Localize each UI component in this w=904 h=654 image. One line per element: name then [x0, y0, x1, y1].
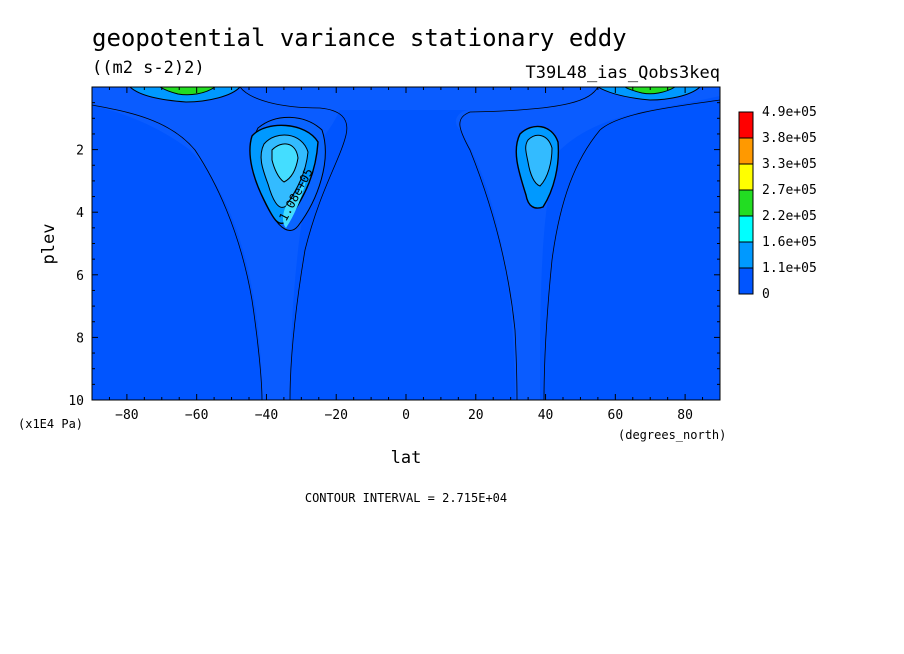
thin-contour-nh-2: [543, 99, 721, 401]
y-axis: 2 4 6 8 10: [68, 102, 720, 409]
y-tick-label: 6: [76, 269, 84, 284]
chart-title: geopotential variance stationary eddy: [92, 24, 627, 52]
x-axis: −80 −60 −40 −20 0 20 40 60 80: [91, 87, 721, 423]
colorbar: 4.9e+05 3.8e+05 3.3e+05 2.7e+05 2.2e+05 1.6e+…: [738, 105, 817, 302]
colorbar-label: 2.7e+05: [762, 183, 817, 198]
y-tick-label: 10: [68, 394, 84, 409]
nh-contour-inner: [525, 134, 553, 187]
colorbar-label: 0: [762, 287, 770, 302]
colorbar-swatch: [738, 267, 754, 295]
colorbar-label: 1.6e+05: [762, 235, 817, 250]
colorbar-swatch: [738, 137, 754, 165]
dataset-label: T39L48_ias_Qobs3keq: [526, 63, 720, 83]
x-tick-label: 0: [402, 408, 410, 423]
y-units-label: (x1E4 Pa): [18, 417, 83, 431]
x-tick-label: −80: [115, 408, 138, 423]
contour-interval-text: CONTOUR INTERVAL = 2.715E+04: [305, 491, 507, 505]
x-tick-label: −20: [324, 408, 347, 423]
colorbar-swatch: [738, 163, 754, 191]
x-tick-label: 40: [538, 408, 554, 423]
plot-area: 1.08e+05: [91, 86, 721, 401]
y-axis-title: plev: [39, 224, 59, 265]
x-axis-title: lat: [391, 448, 422, 468]
sh-polar-max-inner: [158, 86, 217, 96]
colorbar-swatch: [738, 241, 754, 269]
x-tick-label: −40: [255, 408, 278, 423]
thin-contour-sh: [239, 86, 348, 401]
colorbar-label: 4.9e+05: [762, 105, 817, 120]
thin-contour-sh-2: [91, 104, 263, 401]
x-tick-label: 20: [468, 408, 484, 423]
colorbar-label: 3.8e+05: [762, 131, 817, 146]
colorbar-label: 1.1e+05: [762, 261, 817, 276]
sh-contour-core: [271, 143, 299, 183]
upper-band-region: [92, 87, 720, 400]
colorbar-swatch: [738, 215, 754, 243]
chart-units: ((m2 s-2)2): [92, 58, 205, 78]
colorbar-label: 3.3e+05: [762, 157, 817, 172]
y-tick-label: 2: [76, 144, 84, 159]
x-tick-label: 60: [608, 408, 624, 423]
thin-contour-nh: [459, 86, 599, 401]
x-tick-label: 80: [677, 408, 693, 423]
y-tick-label: 8: [76, 331, 84, 346]
nh-polar-max-inner: [623, 86, 677, 95]
x-tick-label: −60: [185, 408, 208, 423]
x-units-label: (degrees_north): [618, 428, 726, 442]
colorbar-label: 2.2e+05: [762, 209, 817, 224]
y-tick-label: 4: [76, 206, 84, 221]
colorbar-swatch: [738, 111, 754, 139]
sh-cyan-tongue: [283, 180, 306, 228]
colorbar-swatch: [738, 189, 754, 217]
